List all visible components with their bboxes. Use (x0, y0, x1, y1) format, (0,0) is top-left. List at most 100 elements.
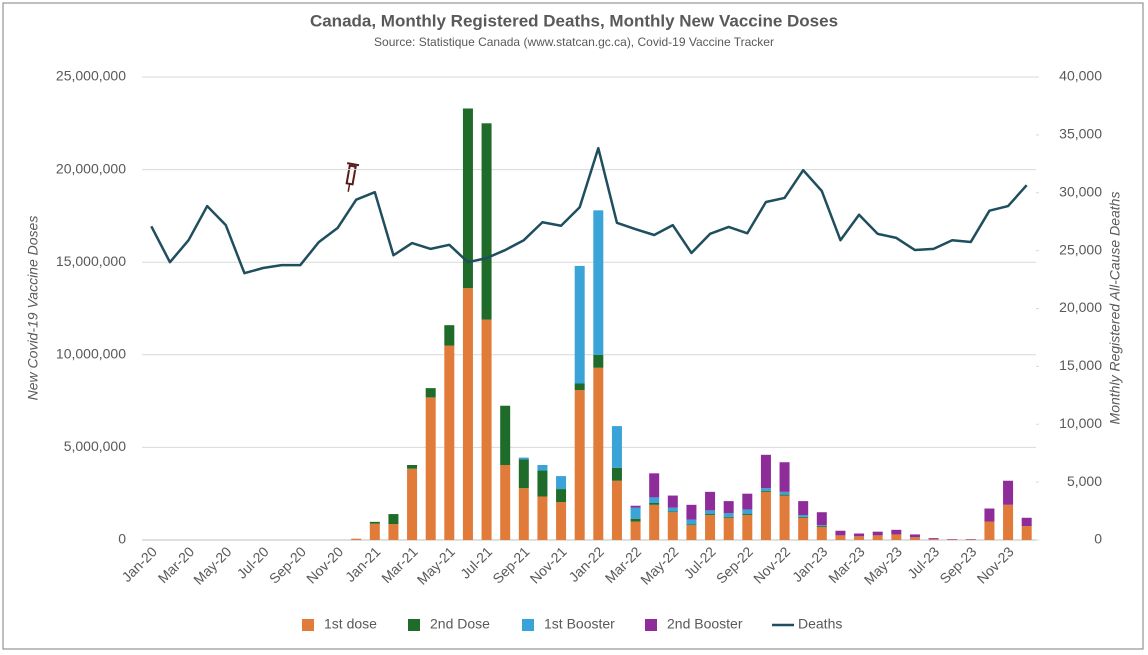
legend-label: 1st dose (324, 616, 377, 632)
bar (965, 539, 976, 540)
bar (798, 517, 809, 540)
bar (891, 529, 902, 535)
y-tick-label: 20,000,000 (56, 160, 126, 176)
bar (686, 524, 697, 526)
bar (854, 533, 865, 537)
legend-label: 2nd Booster (667, 616, 743, 632)
bar (947, 539, 958, 540)
bar (1003, 480, 1014, 505)
bar (723, 516, 734, 518)
y-tick-label: 15,000,000 (56, 253, 126, 269)
bar (649, 504, 660, 540)
bar (798, 516, 809, 518)
bar (611, 426, 622, 468)
bar (798, 501, 809, 515)
y-tick-label: 25,000,000 (56, 68, 126, 84)
bar (760, 491, 771, 540)
bar (816, 526, 827, 528)
bar (500, 405, 511, 465)
bar (574, 389, 585, 540)
line (150, 146, 1028, 275)
bar (556, 502, 567, 540)
bar (742, 493, 753, 510)
bar (593, 367, 604, 540)
bar (909, 537, 920, 540)
bar (388, 514, 399, 525)
bar (928, 538, 939, 540)
bar (723, 517, 734, 540)
bar (630, 505, 641, 508)
bar (779, 495, 790, 540)
bar (779, 494, 790, 496)
y-axis-label: New Covid-19 Vaccine Doses (25, 216, 41, 401)
bar (462, 288, 473, 540)
bar (649, 473, 660, 498)
bar (798, 514, 809, 517)
bar (779, 491, 790, 495)
bar (816, 525, 827, 527)
bar (556, 489, 567, 503)
bar (518, 459, 529, 489)
bar (686, 504, 697, 520)
bar (723, 501, 734, 514)
bar (723, 513, 734, 517)
bar (425, 388, 436, 398)
bar (1021, 517, 1032, 527)
bar (611, 480, 622, 540)
bar (909, 534, 920, 538)
bar (816, 527, 827, 540)
bar (984, 521, 995, 540)
legend-label: Deaths (798, 616, 842, 632)
bar (462, 108, 473, 289)
bar (779, 462, 790, 492)
legend-swatch (302, 619, 314, 631)
bar (649, 497, 660, 503)
bar (537, 470, 548, 497)
legend-label: 1st Booster (544, 616, 615, 632)
bar (1003, 504, 1014, 540)
y2-tick-label: 35,000 (1059, 126, 1102, 142)
bar (593, 354, 604, 368)
bar (518, 488, 529, 540)
bar (649, 502, 660, 505)
y-tick-label: 5,000,000 (64, 438, 126, 454)
bar (444, 345, 455, 540)
bar (407, 468, 418, 540)
bar (705, 514, 716, 515)
bar (686, 525, 697, 540)
y2-tick-label: 40,000 (1059, 68, 1102, 84)
bar (537, 464, 548, 471)
bar (760, 490, 771, 492)
legend-swatch (522, 619, 534, 631)
bar (369, 523, 380, 540)
bar (760, 488, 771, 491)
bar (742, 514, 753, 540)
bar (537, 496, 548, 540)
y2-tick-label: 10,000 (1059, 415, 1102, 431)
bar (407, 464, 418, 469)
bar (686, 519, 697, 525)
y2-tick-label: 25,000 (1059, 241, 1102, 257)
bar (835, 535, 846, 540)
bar (500, 464, 511, 540)
bar (816, 512, 827, 526)
y2-axis-label: Monthly Registered All-Cause Deaths (1107, 192, 1123, 425)
bar (369, 521, 380, 524)
bar (574, 383, 585, 390)
bar (611, 467, 622, 481)
legend-swatch (408, 619, 420, 631)
bar (854, 536, 865, 540)
bar (667, 495, 678, 508)
bar (351, 538, 362, 540)
y2-tick-label: 5,000 (1067, 473, 1102, 489)
bar (760, 454, 771, 489)
bar (872, 531, 883, 536)
bar (928, 539, 939, 540)
bar (705, 514, 716, 540)
bar (518, 457, 529, 460)
bar (891, 534, 902, 540)
y2-tick-label: 30,000 (1059, 183, 1102, 199)
bar (742, 509, 753, 515)
bar (481, 319, 492, 540)
